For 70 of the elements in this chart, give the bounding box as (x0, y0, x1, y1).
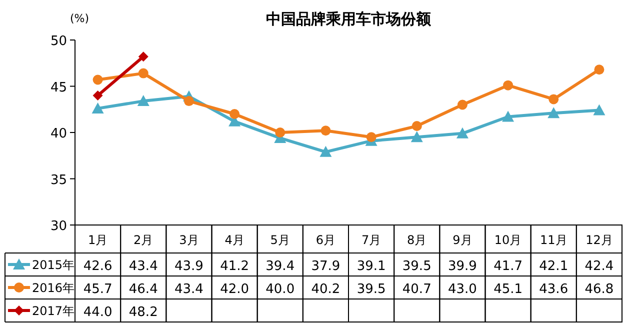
x-tick-label: 11月 (540, 233, 568, 247)
y-tick-label: 30 (50, 219, 67, 234)
y-axis-title: (%) (70, 12, 90, 25)
x-tick-label: 4月 (224, 233, 244, 247)
data-label: 43.6 (539, 282, 568, 297)
point (412, 121, 422, 132)
data-label: 37.9 (311, 259, 340, 274)
point (502, 110, 514, 122)
point (320, 146, 332, 157)
point (503, 80, 514, 90)
point (92, 102, 104, 114)
point (275, 128, 286, 138)
y-tick-label: 40 (50, 126, 67, 142)
x-tick-label: 12月 (586, 233, 613, 247)
x-tick-label: 7月 (361, 233, 382, 247)
point (92, 74, 103, 85)
point (593, 104, 606, 116)
data-label: 42.1 (539, 259, 568, 274)
data-label: 41.7 (494, 259, 523, 274)
data-label: 39.4 (266, 259, 295, 274)
data-label: 46.4 (128, 282, 158, 297)
data-label: 43.4 (174, 282, 204, 297)
point (410, 131, 423, 142)
point (138, 52, 148, 62)
point (320, 126, 331, 136)
data-label: 39.5 (402, 259, 432, 274)
data-label: 43.0 (448, 282, 477, 297)
x-tick-label: 8月 (407, 233, 427, 247)
data-label: 39.5 (356, 282, 386, 297)
x-tick-label: 5月 (270, 233, 290, 247)
point (230, 109, 240, 119)
point (184, 96, 194, 106)
data-label: 39.1 (356, 259, 386, 274)
y-tick-label: 45 (50, 80, 67, 96)
point (457, 100, 468, 110)
point (92, 90, 103, 100)
x-tick-label: 2月 (134, 233, 154, 247)
data-label: 44.0 (83, 305, 112, 320)
data-label: 41.2 (220, 259, 250, 274)
data-label: 45.7 (83, 282, 112, 297)
legend-label: 2015年 (32, 258, 75, 272)
data-label: 42.0 (220, 282, 250, 297)
data-label: 43.9 (174, 259, 204, 274)
point (548, 107, 560, 118)
data-label: 46.8 (584, 282, 614, 297)
data-label: 42.4 (584, 259, 614, 274)
x-tick-label: 1月 (88, 233, 108, 247)
data-label: 43.4 (128, 259, 158, 274)
data-label: 40.2 (311, 282, 340, 297)
point (456, 127, 468, 138)
data-label: 45.1 (494, 282, 523, 297)
chart-title: 中国品牌乘用车市场份额 (266, 10, 432, 28)
x-tick-label: 3月 (179, 233, 199, 247)
data-label: 40.0 (266, 282, 295, 297)
y-tick-label: 50 (50, 34, 67, 49)
x-tick-label: 10月 (494, 233, 522, 247)
data-label: 39.9 (448, 259, 477, 274)
data-label: 42.6 (83, 259, 112, 274)
point (138, 68, 148, 78)
point (366, 132, 376, 142)
x-tick-label: 6月 (316, 233, 336, 247)
point (548, 94, 559, 104)
point (137, 95, 150, 106)
legend-label: 2016年 (32, 281, 75, 295)
data-label: 40.7 (402, 282, 432, 297)
legend-label: 2017年 (32, 304, 75, 318)
x-tick-label: 9月 (452, 233, 472, 247)
data-label: 48.2 (128, 305, 158, 320)
y-tick-label: 35 (50, 172, 67, 188)
point (594, 64, 604, 75)
